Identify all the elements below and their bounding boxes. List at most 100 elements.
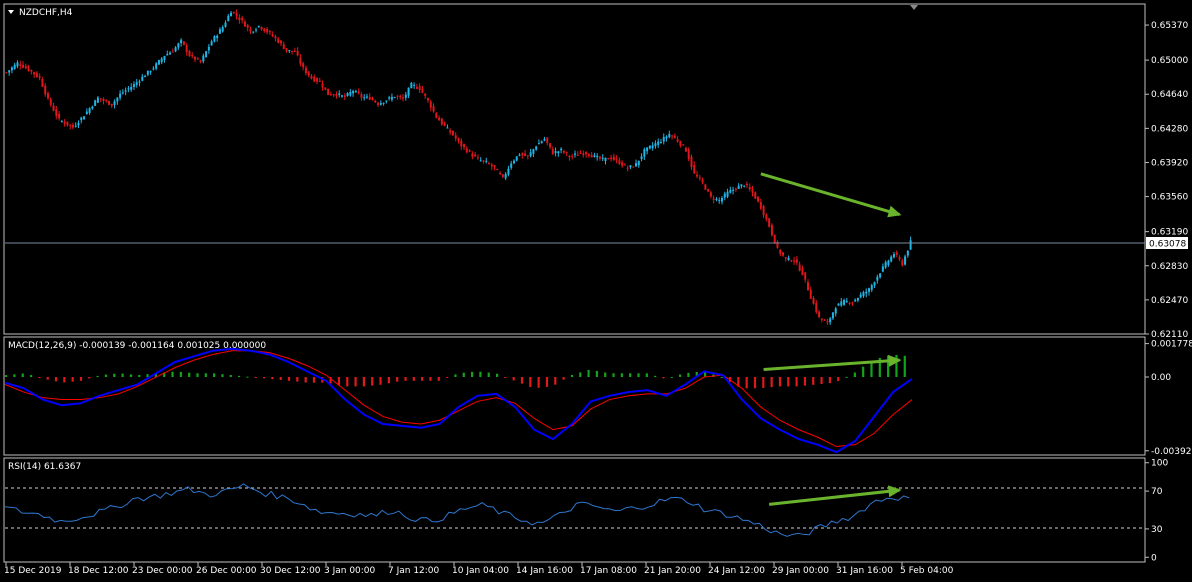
candle-body xyxy=(429,101,432,108)
candle-body xyxy=(601,157,604,159)
candle-body xyxy=(230,12,233,17)
histogram-bar xyxy=(470,371,474,378)
histogram-bar xyxy=(88,377,91,379)
candle-body xyxy=(316,78,319,82)
candle-body xyxy=(715,198,718,200)
scroll-marker-icon[interactable] xyxy=(910,5,918,10)
candle-body xyxy=(518,154,521,156)
candle-body xyxy=(291,50,294,52)
histogram-bar xyxy=(396,377,399,382)
candle-body xyxy=(196,58,199,60)
histogram-bar xyxy=(903,355,906,378)
candle-body xyxy=(573,153,576,155)
candle-body xyxy=(255,29,258,31)
candle-body xyxy=(732,189,735,191)
candle-body xyxy=(413,84,416,86)
price-tick-label: 0.65370 xyxy=(1151,21,1188,31)
candle-body xyxy=(404,94,407,98)
histogram-bar xyxy=(63,377,66,383)
candle-body xyxy=(96,97,99,103)
candle-body xyxy=(24,66,27,69)
candle-body xyxy=(748,186,751,190)
candle-body xyxy=(726,191,729,197)
candle-body xyxy=(224,22,227,27)
candle-body xyxy=(640,156,643,160)
candle-body xyxy=(10,67,13,71)
candle-body xyxy=(146,70,149,75)
time-tick-label: 30 Dec 12:00 xyxy=(260,566,321,576)
histogram-bar xyxy=(113,373,116,378)
candle-body xyxy=(623,164,626,166)
candle-body xyxy=(804,272,807,280)
symbol-menu-triangle-icon[interactable] xyxy=(8,10,14,14)
macd-title: MACD(12,26,9) -0.000139 -0.001164 0.0010… xyxy=(8,341,266,351)
histogram-bar xyxy=(887,355,890,378)
candle-body xyxy=(88,108,91,113)
candle-body xyxy=(438,117,441,121)
candle-body xyxy=(721,197,724,202)
candle-body xyxy=(177,43,180,48)
histogram-bar xyxy=(379,377,382,385)
price-tick-label: 0.62110 xyxy=(1151,330,1188,340)
candle-body xyxy=(451,130,454,136)
histogram-bar xyxy=(354,377,357,387)
time-tick-label: 18 Dec 12:00 xyxy=(68,566,129,576)
candle-body xyxy=(701,179,704,183)
candle-body xyxy=(180,39,183,44)
candle-body xyxy=(124,90,127,92)
price-candles xyxy=(5,9,912,325)
candle-body xyxy=(551,148,554,155)
candle-body xyxy=(565,152,568,154)
candle-body xyxy=(60,121,63,123)
candle-body xyxy=(260,27,263,30)
candle-body xyxy=(152,68,155,70)
candle-body xyxy=(418,86,421,90)
candle-body xyxy=(210,41,213,46)
candle-body xyxy=(718,200,721,202)
candle-body xyxy=(768,218,771,227)
candle-body xyxy=(213,36,216,42)
histogram-bar xyxy=(570,374,574,378)
candle-body xyxy=(646,147,649,152)
candle-body xyxy=(854,299,857,302)
histogram-bar xyxy=(312,377,316,383)
candle-body xyxy=(815,302,818,313)
histogram-bar xyxy=(637,373,640,378)
candle-body xyxy=(598,156,601,159)
candle-body xyxy=(91,106,94,109)
candle-body xyxy=(729,190,732,193)
candle-body xyxy=(745,183,748,186)
candle-body xyxy=(890,256,893,262)
candle-body xyxy=(277,38,280,43)
candle-body xyxy=(266,28,269,33)
candle-body xyxy=(288,50,291,52)
histogram-bar xyxy=(612,373,615,378)
candle-body xyxy=(13,64,16,69)
candle-body xyxy=(327,88,330,96)
candle-body xyxy=(782,252,785,256)
candle-body xyxy=(443,122,446,126)
histogram-bar xyxy=(296,377,299,382)
candle-body xyxy=(46,93,49,99)
histogram-bar xyxy=(487,372,490,378)
candle-body xyxy=(307,71,310,76)
histogram-bar xyxy=(795,377,798,387)
candle-body xyxy=(734,188,737,190)
candle-body xyxy=(169,52,172,55)
candle-body xyxy=(659,142,662,144)
candle-body xyxy=(662,136,665,142)
macd-tick-label: -0.003926 xyxy=(1151,447,1192,457)
candle-body xyxy=(191,55,194,57)
candle-body xyxy=(432,106,435,112)
candle-body xyxy=(329,94,332,96)
histogram-bar xyxy=(545,377,549,387)
candle-body xyxy=(318,80,321,82)
histogram-bar xyxy=(654,375,657,378)
candle-body xyxy=(246,25,249,28)
rsi-tick-label: 30 xyxy=(1151,525,1163,535)
candle-body xyxy=(19,64,22,66)
candle-body xyxy=(346,93,349,96)
candle-body xyxy=(268,31,271,33)
candle-body xyxy=(379,103,382,105)
candle-body xyxy=(562,150,565,153)
